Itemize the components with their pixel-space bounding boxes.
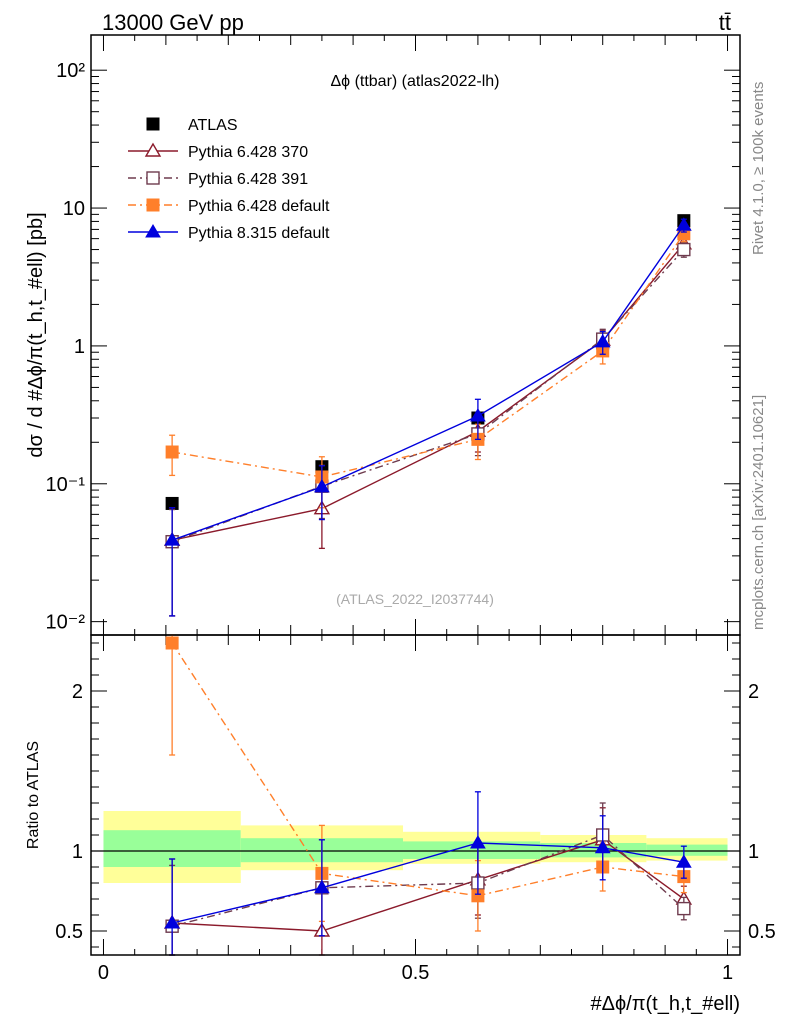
- ratio-y-tick-labels: 0.5 0.5 1 1 2 2: [55, 681, 776, 943]
- ratio-inner-band: [646, 844, 728, 856]
- header-process-label: tt̄: [719, 10, 731, 35]
- x-axis-label: #Δϕ/π(t_h,t_#ell): [590, 993, 740, 1015]
- ratio-plot-panel: 0.5 0.51 12 2 0 0.5 1 Ratio to ATLAS #Δϕ/π(t_…: [25, 634, 776, 1015]
- ratio-y-tick-label-right: 1: [748, 841, 759, 863]
- analysis-watermark: (ATLAS_2022_I2037744): [336, 591, 494, 607]
- data-point: [314, 478, 330, 493]
- ratio-series-2: [165, 634, 691, 932]
- legend-marker: [145, 224, 161, 238]
- data-point: [675, 217, 692, 231]
- series-4: [164, 217, 692, 617]
- ratio-plot-frame: [90, 634, 741, 956]
- legend-marker: [144, 142, 162, 157]
- data-point: [470, 408, 486, 422]
- ratio-y-tick-label: 0.5: [55, 921, 83, 943]
- ratio-series-3: [164, 791, 692, 956]
- data-point: [164, 532, 180, 546]
- series-1: [163, 235, 693, 617]
- ratio-y-tick-label-right: 2: [748, 681, 759, 703]
- legend-label: Pythia 6.428 370: [188, 144, 308, 161]
- main-y-tick-label: 10: [63, 198, 85, 220]
- ratio-data-series: [163, 634, 693, 956]
- main-y-axis-label: dσ / d #Δϕ/π(t_h,t_#ell) [pb]: [25, 212, 47, 457]
- data-point: [594, 333, 611, 348]
- ratio-data-point: [314, 879, 330, 894]
- series-2: [165, 242, 691, 617]
- rivet-version-label: Rivet 4.1.0, ≥ 100k events: [750, 82, 767, 255]
- ratio-y-tick-label: 2: [72, 681, 83, 703]
- main-y-tick-label: 1: [74, 336, 85, 358]
- main-data-series: [163, 214, 693, 617]
- ratio-uncertainty-bands: [103, 811, 728, 883]
- ratio-data-point: [677, 901, 691, 916]
- legend-label: Pythia 6.428 391: [188, 171, 308, 188]
- plot-title: Δϕ (ttbar) (atlas2022-lh): [330, 73, 499, 90]
- data-point: [677, 242, 691, 257]
- ratio-data-point: [165, 636, 179, 650]
- series-line: [171, 243, 685, 541]
- x-tick-label: 1: [722, 962, 733, 984]
- ratio-y-tick-label-right: 0.5: [748, 921, 776, 943]
- legend-marker: [146, 171, 160, 185]
- ratio-data-point: [164, 915, 180, 929]
- series-0: [165, 214, 691, 510]
- x-tick-label: 0: [98, 962, 109, 984]
- header-energy-label: 13000 GeV pp: [102, 10, 244, 35]
- x-tick-label: 0.5: [402, 962, 430, 984]
- main-y-tick-label: 10⁻¹: [46, 474, 86, 496]
- main-y-tick-labels: 10⁻² 10⁻¹ 1 10 10²: [46, 60, 86, 633]
- series-line: [171, 249, 685, 543]
- legend: ATLAS Pythia 6.428 370 Pythia 6.428 391 Pyt…: [128, 117, 330, 242]
- legend-label: ATLAS: [188, 117, 238, 134]
- main-y-tick-label: 10²: [56, 60, 85, 82]
- main-axis-ticks: [91, 35, 740, 635]
- main-y-tick-label: 10⁻²: [46, 612, 86, 634]
- legend-label: Pythia 8.315 default: [188, 225, 330, 242]
- ratio-y-tick-label: 1: [72, 841, 83, 863]
- x-tick-labels: 0 0.5 1: [98, 962, 733, 984]
- ratio-data-point: [470, 835, 486, 849]
- mcplots-reference-label: mcplots.cern.ch [arXiv:2401.10621]: [750, 395, 767, 630]
- main-plot-panel: Δϕ (ttbar) (atlas2022-lh) (ATLAS_2022_I2…: [25, 34, 741, 636]
- ratio-data-point: [594, 839, 611, 854]
- legend-marker: [146, 117, 160, 131]
- legend-marker: [146, 198, 160, 212]
- ratio-axis-ticks: [91, 635, 740, 955]
- ratio-y-axis-label: Ratio to ATLAS: [25, 741, 42, 849]
- data-point: [165, 445, 179, 459]
- legend-label: Pythia 6.428 default: [188, 198, 330, 215]
- series-3: [165, 226, 691, 509]
- series-line: [171, 224, 685, 541]
- ratio-data-point: [675, 854, 692, 868]
